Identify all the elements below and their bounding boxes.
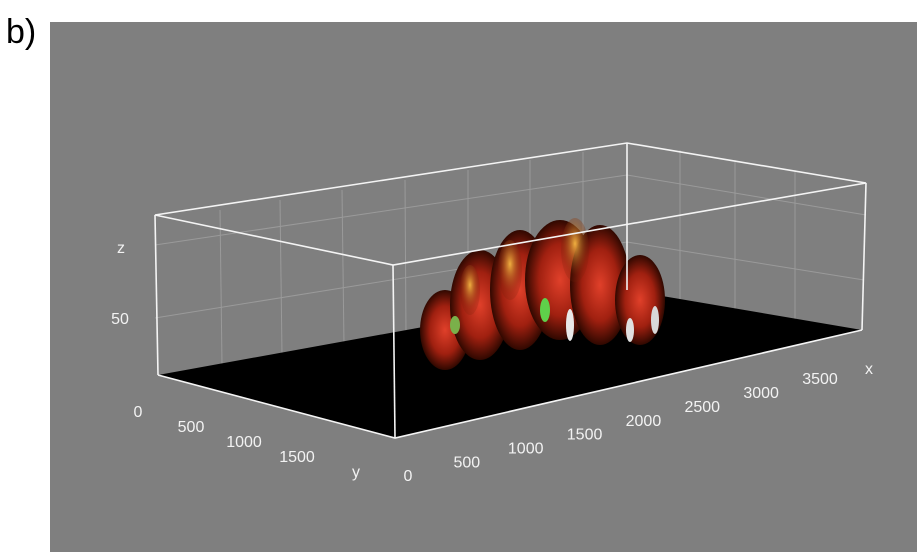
y-tick-label: 1500 xyxy=(279,449,315,466)
x-tick-label: 1500 xyxy=(567,427,603,444)
y-tick-label: 0 xyxy=(134,404,143,421)
x-tick-label: 1000 xyxy=(508,441,544,458)
y-tick-label: 500 xyxy=(178,419,205,436)
y-axis-label: y xyxy=(352,464,360,481)
y-tick-label: 1000 xyxy=(226,434,262,451)
x-tick-label: 2500 xyxy=(684,399,720,416)
figure: b) 0 50 xyxy=(0,0,917,552)
x-tick-label: 500 xyxy=(454,454,481,471)
x-tick-label: 0 xyxy=(404,468,413,485)
z-axis-label: z xyxy=(117,240,125,257)
x-tick-label: 3000 xyxy=(743,385,779,402)
page: b) 0 50 xyxy=(0,0,917,552)
x-axis-label: x xyxy=(865,361,873,378)
panel-label: b) xyxy=(6,13,36,51)
x-tick-label: 2000 xyxy=(626,413,662,430)
x-tick-label: 3500 xyxy=(802,371,838,388)
z-tick-label: 50 xyxy=(111,311,129,328)
